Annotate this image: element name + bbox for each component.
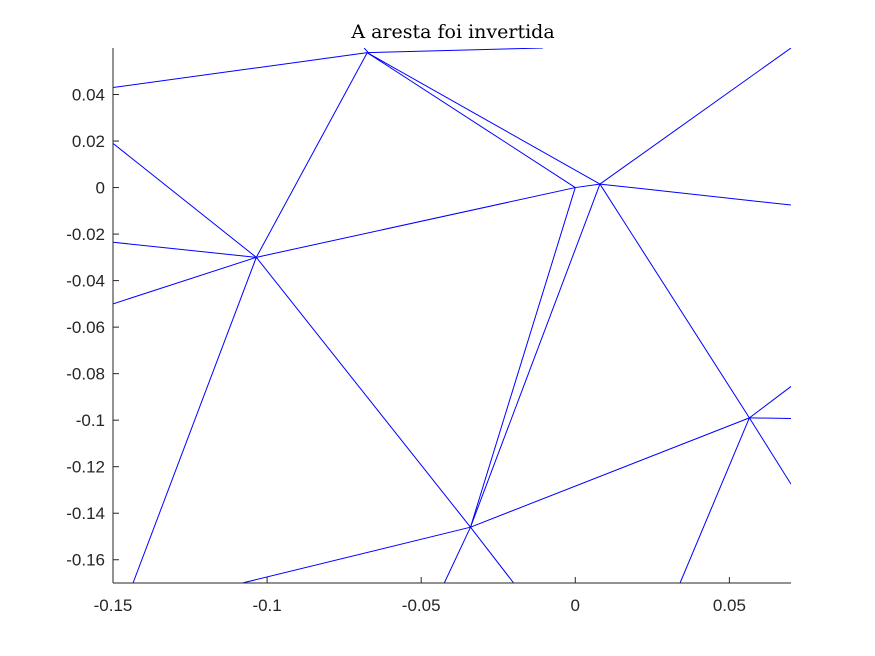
mesh-edge-20 — [443, 526, 471, 583]
y-tick-label: -0.16 — [66, 551, 105, 570]
mesh-edge-22 — [749, 386, 791, 419]
mesh-edge-6 — [113, 142, 257, 258]
y-tick-label: -0.14 — [66, 504, 105, 523]
axes — [112, 48, 791, 584]
mesh-edge-11 — [255, 257, 471, 528]
y-tick-label: -0.08 — [66, 365, 105, 384]
mesh-edge-19 — [242, 526, 471, 583]
mesh-edge-24 — [748, 417, 791, 485]
x-tick-label: 0.05 — [713, 596, 746, 615]
mesh-edge-23 — [749, 417, 791, 420]
mesh-edge-16 — [599, 183, 791, 206]
mesh-edge-3 — [255, 52, 368, 258]
y-tick-label: -0.04 — [66, 272, 105, 291]
mesh-edge-4 — [366, 52, 576, 188]
x-axis-ticks: -0.15 -0.1 -0.05 0 0.05 — [94, 577, 746, 615]
y-tick-label: -0.1 — [76, 411, 105, 430]
mesh-edge-12 — [575, 183, 600, 189]
mesh-edges — [113, 48, 791, 583]
mesh-edge-21 — [470, 526, 515, 583]
mesh-edge-25 — [679, 417, 750, 583]
y-tick-label: -0.06 — [66, 318, 105, 337]
mesh-edge-8 — [113, 256, 257, 305]
y-tick-label: 0.02 — [72, 132, 105, 151]
mesh-edge-18 — [470, 417, 750, 528]
mesh-edge-15 — [599, 48, 791, 185]
x-tick-label: -0.1 — [252, 596, 281, 615]
chart-title: A aresta foi invertida — [350, 21, 554, 43]
mesh-edge-14 — [470, 183, 601, 528]
mesh-edge-13 — [470, 187, 576, 528]
x-tick-label: 0 — [571, 596, 580, 615]
y-axis-ticks: 0.04 0.02 0 -0.02 -0.04 -0.06 -0.08 -0.1 -0.12 -0… — [66, 86, 119, 570]
mesh-edge-1 — [367, 48, 543, 54]
mesh-edge-0 — [113, 52, 368, 89]
y-tick-label: 0 — [96, 179, 105, 198]
mesh-edge-17 — [599, 183, 750, 419]
mesh-edge-7 — [113, 241, 257, 258]
mesh-edge-5 — [367, 52, 601, 185]
mesh-edge-10 — [132, 257, 257, 583]
y-tick-label: -0.02 — [66, 225, 105, 244]
x-tick-label: -0.15 — [94, 596, 133, 615]
y-tick-label: 0.04 — [72, 86, 105, 105]
y-tick-label: -0.12 — [66, 458, 105, 477]
x-tick-label: -0.05 — [402, 596, 441, 615]
mesh-edge-9 — [256, 187, 576, 258]
